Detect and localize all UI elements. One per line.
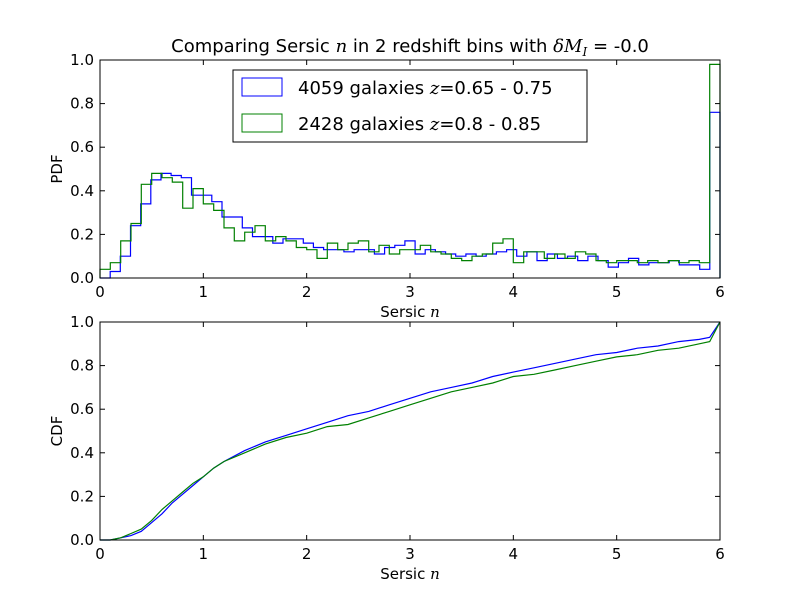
cdf-xtick-label: 5 bbox=[612, 545, 622, 563]
cdf-ytick-label: 0.0 bbox=[70, 531, 94, 549]
pdf-axes-frame bbox=[99, 59, 721, 279]
cdf-xtick-label: 6 bbox=[715, 545, 725, 563]
pdf-ytick-label: 1.0 bbox=[70, 51, 94, 69]
cdf-xtick-label: 0 bbox=[95, 545, 105, 563]
pdf-xtick-label: 2 bbox=[302, 283, 312, 301]
cdf-ytick-label: 1.0 bbox=[70, 313, 94, 331]
figure-title: Comparing Sersic n in 2 redshift bins wi… bbox=[171, 36, 649, 61]
pdf-xtick-label: 3 bbox=[405, 283, 415, 301]
cdf-ytick-label: 0.6 bbox=[70, 400, 94, 418]
cdf-axes-frame bbox=[99, 321, 721, 541]
title-sub: I bbox=[581, 45, 587, 59]
pdf-ytick-label: 0.6 bbox=[70, 138, 94, 156]
legend-swatch-green bbox=[241, 113, 283, 133]
pdf-series-group bbox=[99, 63, 721, 279]
title-suffix: = -0.0 bbox=[593, 36, 649, 57]
legend-green-var: z bbox=[429, 114, 440, 135]
cdf-ytick-label: 0.2 bbox=[70, 487, 94, 505]
cdf-xtick-label: 2 bbox=[302, 545, 312, 563]
pdf-ytick-label: 0.0 bbox=[70, 269, 94, 287]
cdf-xtick-label: 3 bbox=[405, 545, 415, 563]
cdf-panel: 0 1 2 3 4 5 6 0.0 0.2 0.4 0.6 0.8 1.0 Sersic n CDF bbox=[48, 313, 725, 583]
legend-swatch-blue bbox=[241, 77, 283, 97]
pdf-series-blue bbox=[100, 111, 721, 279]
pdf-tick-labels: 0 1 2 3 4 5 6 0.0 0.2 0.4 0.6 0.8 1.0 bbox=[70, 51, 725, 301]
title-middle: in 2 redshift bins with bbox=[353, 36, 548, 57]
pdf-ytick-label: 0.2 bbox=[70, 225, 94, 243]
title-prefix: Comparing Sersic bbox=[171, 36, 330, 57]
pdf-ytick-label: 0.8 bbox=[70, 95, 94, 113]
pdf-ytick-label: 0.4 bbox=[70, 182, 94, 200]
legend-frame bbox=[232, 69, 588, 143]
title-var: n bbox=[336, 36, 348, 57]
cdf-ytick-label: 0.4 bbox=[70, 444, 94, 462]
cdf-xlabel: Sersic n bbox=[380, 565, 440, 583]
cdf-xlabel-var: n bbox=[430, 565, 440, 583]
legend-green-range: =0.8 - 0.85 bbox=[439, 114, 541, 135]
legend-blue-range: =0.65 - 0.75 bbox=[439, 78, 552, 99]
legend-blue-name: 4059 galaxies bbox=[298, 78, 424, 99]
cdf-xtick-label: 1 bbox=[199, 545, 209, 563]
legend-label-green: 2428 galaxies z=0.8 - 0.85 bbox=[298, 114, 541, 135]
pdf-xtick-label: 0 bbox=[95, 283, 105, 301]
cdf-ylabel: CDF bbox=[48, 416, 66, 447]
pdf-xtick-label: 5 bbox=[612, 283, 622, 301]
pdf-xlabel: Sersic n bbox=[380, 303, 440, 321]
cdf-tick-labels: 0 1 2 3 4 5 6 0.0 0.2 0.4 0.6 0.8 1.0 bbox=[70, 313, 725, 563]
cdf-xtick-label: 4 bbox=[509, 545, 519, 563]
pdf-legend: 4059 galaxies z=0.65 - 0.75 2428 galaxie… bbox=[232, 69, 588, 143]
pdf-series-green bbox=[99, 63, 721, 278]
legend-label-blue: 4059 galaxies z=0.65 - 0.75 bbox=[298, 78, 553, 99]
pdf-xtick-label: 1 bbox=[199, 283, 209, 301]
pdf-ylabel: PDF bbox=[48, 154, 66, 183]
legend-blue-var: z bbox=[429, 78, 440, 99]
pdf-panel: 0 1 2 3 4 5 6 0.0 0.2 0.4 0.6 0.8 1.0 Sersic n PDF 4… bbox=[48, 51, 725, 321]
cdf-series-blue bbox=[100, 321, 721, 541]
pdf-xlabel-text: Sersic bbox=[380, 303, 425, 321]
cdf-ytick-label: 0.8 bbox=[70, 357, 94, 375]
cdf-series-group bbox=[100, 321, 721, 541]
legend-green-name: 2428 galaxies bbox=[298, 114, 424, 135]
cdf-xlabel-text: Sersic bbox=[380, 565, 425, 583]
pdf-xlabel-var: n bbox=[430, 303, 440, 321]
pdf-xtick-label: 4 bbox=[509, 283, 519, 301]
pdf-xtick-label: 6 bbox=[715, 283, 725, 301]
title-sym: δM bbox=[553, 36, 583, 57]
cdf-series-green bbox=[100, 321, 721, 541]
